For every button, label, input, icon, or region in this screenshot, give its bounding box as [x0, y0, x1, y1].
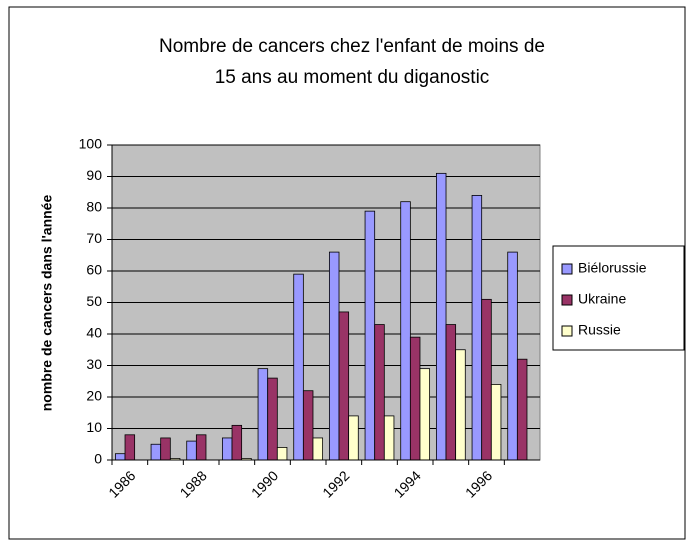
- bar: [435, 172, 447, 461]
- y-tick-label: 10: [86, 419, 102, 435]
- bar: [186, 440, 197, 461]
- bar: [276, 446, 288, 461]
- y-tick-label: 20: [86, 388, 102, 404]
- bar: [374, 324, 385, 461]
- bar: [490, 383, 502, 461]
- bar: [328, 251, 340, 461]
- bar: [160, 437, 171, 461]
- bar: [195, 434, 207, 461]
- bar: [293, 273, 304, 461]
- bar: [400, 201, 411, 461]
- y-tick-label: 90: [86, 167, 102, 183]
- bar: [409, 336, 421, 461]
- legend-label: Ukraine: [578, 291, 626, 307]
- legend-label: Russie: [578, 322, 621, 338]
- y-tick-label: 70: [86, 230, 102, 246]
- bar: [257, 368, 269, 461]
- chart-title: Nombre de cancers chez l'enfant de moins…: [159, 36, 545, 57]
- bar: [481, 298, 492, 461]
- bar: [471, 194, 483, 461]
- bar: [516, 358, 528, 461]
- legend-box: [552, 245, 685, 351]
- bar: [124, 434, 136, 461]
- chart-title: 15 ans au moment du diganostic: [215, 67, 490, 88]
- y-tick-label: 50: [86, 293, 102, 309]
- legend-swatch: [561, 263, 573, 275]
- y-tick-label: 60: [86, 262, 102, 278]
- y-tick-label: 30: [86, 356, 102, 372]
- y-tick-label: 100: [79, 136, 103, 152]
- y-axis-label: nombre de cancers dans l'année: [39, 195, 55, 412]
- legend-swatch: [561, 294, 573, 306]
- bar: [114, 453, 126, 461]
- bar: [383, 415, 395, 461]
- bar: [419, 368, 431, 461]
- y-tick-label: 80: [86, 199, 102, 215]
- bar: [507, 251, 518, 461]
- y-tick-label: 0: [94, 451, 102, 467]
- bar: [302, 390, 314, 461]
- bar: [267, 377, 278, 461]
- legend-label: Biélorussie: [578, 260, 647, 276]
- bar: [150, 443, 162, 461]
- bar: [338, 311, 350, 461]
- bar: [348, 415, 359, 461]
- legend-swatch: [561, 325, 573, 337]
- bar: [455, 349, 466, 461]
- bar: [445, 324, 457, 461]
- bar: [364, 210, 376, 461]
- bar: [231, 424, 243, 461]
- bar: [221, 437, 233, 461]
- y-tick-label: 40: [86, 325, 102, 341]
- bar: [312, 437, 324, 461]
